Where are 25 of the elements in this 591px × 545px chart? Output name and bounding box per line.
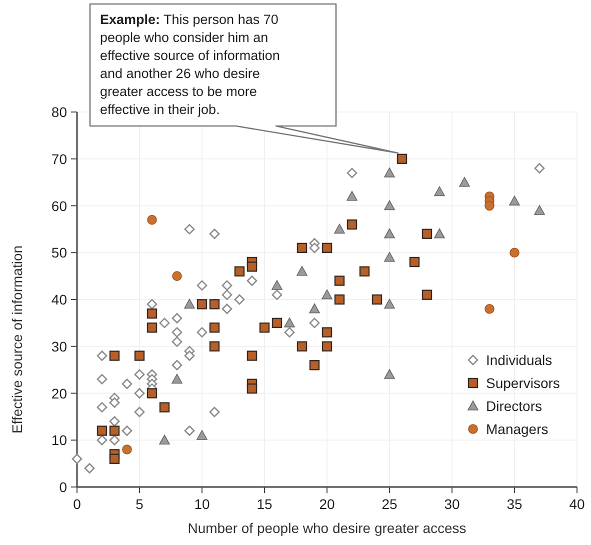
x-axis-title: Number of people who desire greater access: [188, 520, 466, 536]
legend-label: Supervisors: [486, 375, 560, 391]
x-tick-label: 30: [444, 496, 460, 512]
y-axis-title: Effective source of information: [9, 245, 25, 434]
y-tick-label: 20: [51, 385, 68, 402]
annotation: Example: This person has 70 people who consider him an effective source of information and another 26 who desire greater access to be more effective in their job.: [100, 12, 284, 117]
x-tick-label: 35: [506, 496, 522, 512]
y-tick-label: 50: [51, 244, 68, 261]
legend-label: Directors: [486, 398, 542, 414]
legend-label: Managers: [486, 421, 548, 437]
x-tick-label: 10: [194, 496, 210, 512]
x-tick-label: 5: [136, 496, 144, 512]
y-tick-label: 30: [51, 338, 68, 354]
x-tick-label: 15: [256, 496, 272, 512]
x-tick-label: 0: [73, 496, 82, 512]
legend-label: Individuals: [486, 352, 552, 368]
x-tick-label: 25: [382, 496, 398, 512]
y-tick-label: 80: [51, 104, 68, 120]
y-tick-label: 0: [59, 479, 68, 495]
y-tick-label: 70: [51, 150, 68, 167]
y-tick-label: 60: [51, 198, 68, 214]
x-tick-label: 20: [319, 496, 335, 512]
y-tick-label: 10: [51, 432, 68, 448]
y-tick-label: 40: [51, 292, 68, 308]
x-tick-label: 40: [569, 496, 585, 512]
